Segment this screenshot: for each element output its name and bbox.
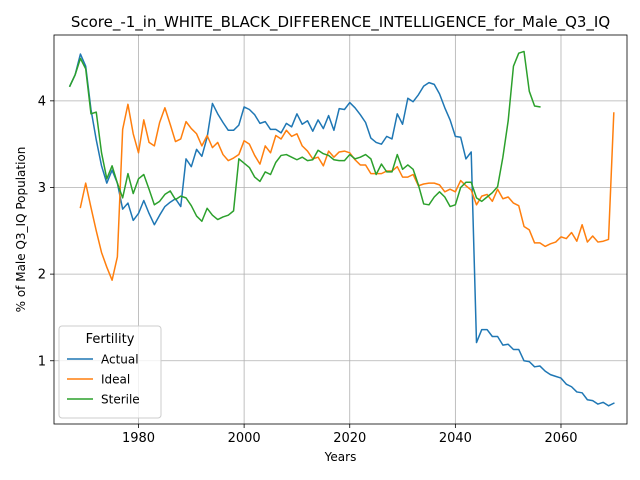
legend-items: Actual Ideal Sterile	[67, 353, 140, 407]
y-tick-label: 2	[38, 268, 46, 283]
series-line-ideal	[79, 103, 615, 281]
plot-frame	[53, 34, 628, 425]
y-tick-label: 4	[38, 94, 46, 109]
x-tick-label: 2020	[333, 431, 366, 446]
series-lines	[68, 50, 615, 407]
y-tick-label: 3	[38, 181, 46, 196]
y-axis-label: % of Male Q3_IQ Population	[14, 147, 28, 313]
series-line-actual	[68, 53, 615, 407]
x-tick-label: 1980	[122, 431, 155, 446]
legend-label-actual: Actual	[101, 353, 139, 367]
x-tick-label: 2060	[544, 431, 577, 446]
series-line-sterile	[68, 50, 541, 223]
grid	[54, 35, 627, 424]
x-axis-label: Years	[324, 450, 357, 464]
legend-title: Fertility	[86, 332, 135, 347]
chart-title: Score_-1_in_WHITE_BLACK_DIFFERENCE_INTEL…	[71, 13, 610, 32]
legend: Fertility Actual Ideal Sterile	[58, 325, 162, 419]
legend-box	[58, 325, 162, 419]
y-tick-label: 1	[38, 354, 46, 369]
legend-label-sterile: Sterile	[101, 393, 140, 407]
x-tick-label: 2000	[228, 431, 261, 446]
legend-label-ideal: Ideal	[101, 373, 130, 387]
x-tick-label: 2040	[439, 431, 472, 446]
axis-ticks: 1980 2000 2020 2040 2060 1 2 3 4	[38, 94, 578, 446]
